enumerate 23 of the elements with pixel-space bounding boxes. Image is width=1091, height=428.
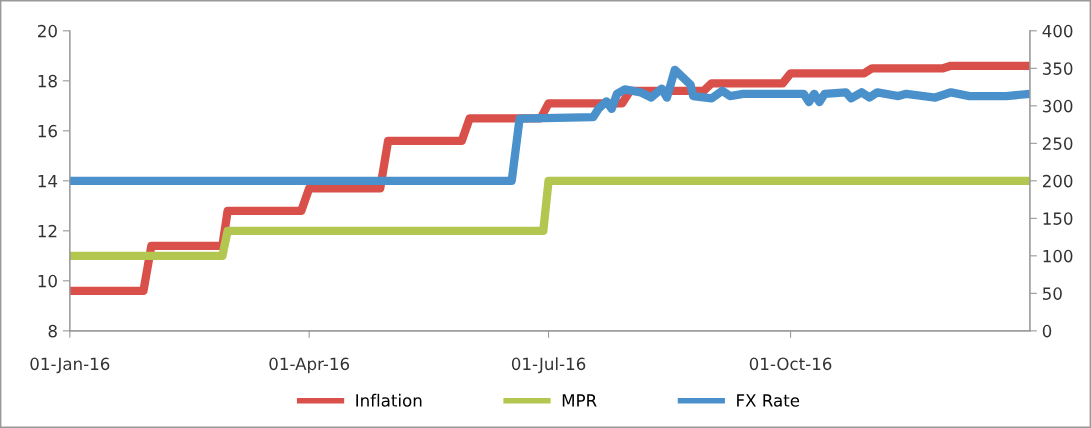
legend-label: FX Rate (737, 394, 800, 407)
legend-label: Inflation (356, 393, 422, 407)
x-tick-label: 01-Oct-16 (749, 357, 832, 371)
y2-tick-label: 200 (1042, 174, 1073, 188)
y-tick-label: 20 (38, 24, 57, 38)
y2-tick-label: 100 (1043, 249, 1073, 263)
y2-tick-label: 350 (1042, 62, 1073, 75)
y2-tick-label: 300 (1042, 99, 1073, 113)
y-tick-label: 12 (38, 224, 57, 238)
y-tick-label: 16 (38, 124, 57, 138)
x-tick-label: 01-Jan-16 (30, 357, 110, 374)
x-tick-label: 01-Jul-16 (511, 357, 586, 374)
y-tick-label: 18 (38, 74, 57, 88)
y2-tick-label: 250 (1042, 137, 1073, 150)
x-tick-label: 01-Apr-16 (269, 357, 350, 374)
y2-tick-label: 400 (1042, 24, 1073, 38)
y2-tick-label: 50 (1043, 287, 1062, 300)
y2-tick-label: 150 (1043, 212, 1073, 225)
y-tick-label: 8 (48, 324, 57, 338)
y-tick-label: 10 (38, 274, 57, 288)
y-tick-label: 14 (38, 175, 58, 188)
y2-tick-label: 0 (1042, 324, 1052, 338)
legend-label: MPR (562, 394, 597, 407)
